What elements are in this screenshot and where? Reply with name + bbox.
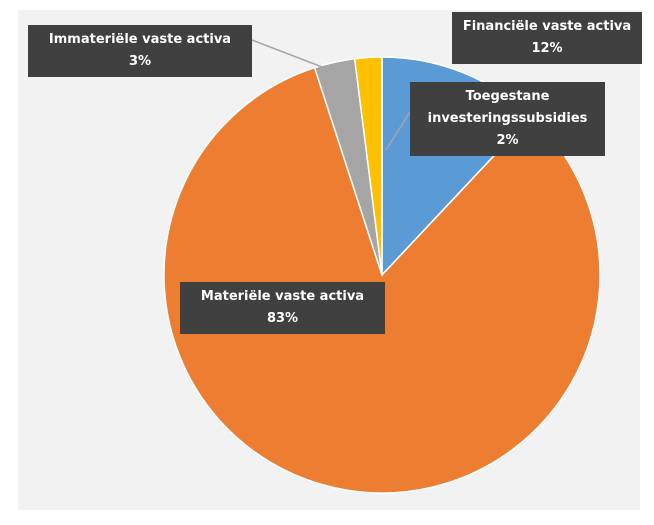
leader-line xyxy=(385,111,411,151)
label-name: Financiële vaste activa xyxy=(462,19,632,34)
label-name: Toegestane investeringssubsidies xyxy=(427,89,588,126)
data-label: Materiële vaste activa 83% xyxy=(180,282,385,334)
data-label: Financiële vaste activa 12% xyxy=(452,12,642,64)
label-value: 83% xyxy=(266,311,299,326)
label-value: 12% xyxy=(531,41,563,56)
data-label: Toegestane investeringssubsidies 2% xyxy=(410,82,605,156)
leader-line xyxy=(251,39,331,71)
pie-slice xyxy=(163,66,601,494)
pie-slice xyxy=(353,56,383,276)
label-value: 3% xyxy=(128,54,152,69)
label-name: Materiële vaste activa xyxy=(200,289,365,304)
label-value: 2% xyxy=(496,133,519,148)
label-name: Immateriële vaste activa xyxy=(48,32,232,47)
data-label: Immateriële vaste activa 3% xyxy=(28,25,252,77)
